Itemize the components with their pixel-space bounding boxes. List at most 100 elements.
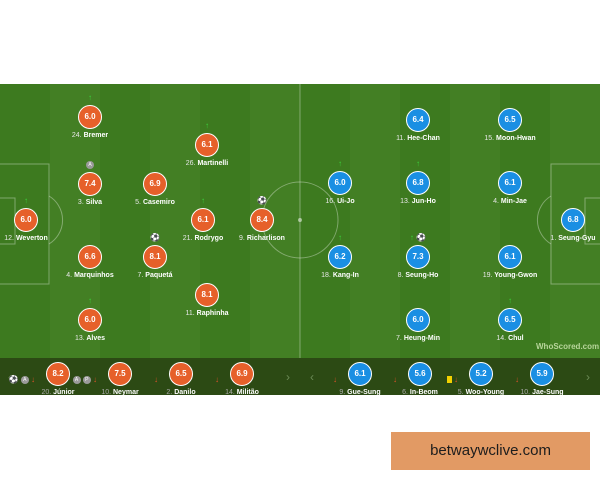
shirt-number: 21.	[182, 235, 193, 242]
event-icons: ↑	[373, 159, 463, 169]
korea-player[interactable]: 6.5 15. Moon-Hwan	[465, 108, 555, 142]
shirt-number: 3.	[77, 199, 84, 206]
shirt-number: 26.	[185, 160, 196, 167]
event-icons: ↑	[162, 121, 252, 131]
captain-icon: A	[86, 160, 94, 169]
korea-substitute[interactable]: ↓ 5.6 6. In-Beom	[375, 362, 465, 396]
korea-player[interactable]: 6.8 1. Seung-Gyu	[528, 208, 600, 242]
korea-substitute[interactable]: ↓ 5.2 5. Woo-Young	[436, 362, 526, 396]
player-name: 14. Chul	[465, 335, 555, 342]
shirt-number: 14.	[496, 335, 507, 342]
sub-out-icon: ↓	[31, 375, 35, 384]
player-name: 9. Gue-Sung	[315, 389, 405, 396]
brazil-substitute[interactable]: ↓ 6.5 2. Danilo	[136, 362, 226, 396]
pitch-lines	[0, 84, 600, 358]
korea-substitute[interactable]: ↓ 5.9 10. Jae-Sung	[497, 362, 587, 396]
goal-icon: ⚽	[8, 375, 19, 384]
brazil-player[interactable]: A 7.4 3. Silva	[45, 160, 135, 206]
sub-in-icon: ↑	[508, 296, 512, 305]
player-surname: Gue-Sung	[347, 389, 381, 396]
brazil-bench-next-button[interactable]: ›	[286, 370, 290, 384]
brazil-player[interactable]: 8.1 11. Raphinha	[162, 283, 252, 317]
player-name: 10. Neymar	[75, 389, 165, 396]
rating-badge: 6.9	[230, 362, 254, 386]
brazil-substitute[interactable]: ↓ 6.9 14. Militão	[197, 362, 287, 396]
player-name: 2. Danilo	[136, 389, 226, 396]
rating-badge: 6.0	[328, 171, 352, 195]
korea-player[interactable]: ↑ 6.0 16. Ui-Jo	[295, 159, 385, 205]
korea-bench-prev-button[interactable]: ‹	[310, 370, 314, 384]
shirt-number: 13.	[74, 335, 85, 342]
player-surname: Martinelli	[197, 160, 229, 167]
brazil-bench-prev-button[interactable]: ‹	[8, 370, 12, 384]
player-surname: Jae-Sung	[532, 389, 564, 396]
player-surname: Young-Gwon	[494, 272, 538, 279]
event-icons	[465, 233, 555, 243]
brazil-player[interactable]: ↑ 6.0 13. Alves	[45, 296, 135, 342]
korea-player[interactable]: ↑ 6.2 18. Kang-In	[295, 233, 385, 279]
penalty-icon: P	[82, 375, 91, 384]
rating-badge: 7.3	[406, 245, 430, 269]
rating-badge: 6.1	[195, 133, 219, 157]
shirt-number: 10.	[101, 389, 112, 396]
rating-badge: 6.4	[406, 108, 430, 132]
player-surname: Júnior	[53, 389, 75, 396]
brazil-player[interactable]: ↑ 6.1 21. Rodrygo	[158, 196, 248, 242]
event-icons: ↓	[459, 375, 519, 385]
brazil-player[interactable]: 6.6 4. Marquinhos	[45, 245, 135, 279]
player-name: 4. Min-Jae	[465, 198, 555, 205]
korea-substitute[interactable]: ↓ 6.1 9. Gue-Sung	[315, 362, 405, 396]
shirt-number: 9.	[339, 389, 346, 396]
sub-in-icon: ↑	[201, 196, 205, 205]
event-icons	[162, 271, 252, 281]
sub-in-icon: ↑	[338, 233, 342, 242]
rating-badge: 8.1	[195, 283, 219, 307]
korea-player[interactable]: ↑ 6.8 13. Jun-Ho	[373, 159, 463, 205]
event-icons: A P ↓	[37, 375, 97, 385]
korea-player[interactable]: 6.0 7. Heung-Min	[373, 308, 463, 342]
sub-in-icon: ↑	[88, 296, 92, 305]
player-surname: Hee-Chan	[407, 135, 440, 142]
brazil-player[interactable]: ↑ 6.1 26. Martinelli	[162, 121, 252, 167]
brazil-player[interactable]: ⚽ 8.4 9. Richarlison	[217, 196, 307, 242]
ad-banner[interactable]: betwaywclive.com	[391, 432, 590, 470]
rating-badge: 6.6	[78, 245, 102, 269]
player-name: 4. Marquinhos	[45, 272, 135, 279]
player-name: 11. Raphinha	[162, 310, 252, 317]
shirt-number: 11.	[185, 310, 195, 317]
korea-player[interactable]: 6.4 11. Hee-Chan	[373, 108, 463, 142]
player-name: 16. Ui-Jo	[295, 198, 385, 205]
shirt-number: 4.	[493, 198, 499, 205]
shirt-number: 4.	[66, 272, 73, 279]
event-icons	[528, 196, 600, 206]
rating-badge: 6.2	[328, 245, 352, 269]
korea-bench-next-button[interactable]: ›	[586, 370, 590, 384]
sub-in-icon: ↑	[24, 196, 28, 205]
brazil-player[interactable]: 6.9 5. Casemiro	[110, 172, 200, 206]
player-surname: Seung-Gyu	[558, 235, 596, 242]
brazil-substitute[interactable]: ⚽ A ↓ 8.2 20. Júnior	[9, 362, 103, 396]
brazil-player[interactable]: ⚽ 8.1 7. Paquetá	[110, 233, 200, 279]
event-icons: ↑	[45, 93, 135, 103]
player-surname: Danilo	[174, 389, 196, 396]
rating-badge: 5.9	[530, 362, 554, 386]
korea-player[interactable]: ↑ 6.5 14. Chul	[465, 296, 555, 342]
rating-badge: 6.8	[406, 171, 430, 195]
rating-badge: 6.0	[406, 308, 430, 332]
rating-badge: 5.6	[408, 362, 432, 386]
yellow-card-icon	[446, 376, 452, 384]
brazil-player[interactable]: ↑ 6.0 12. Weverton	[0, 196, 71, 242]
player-name: 8. Seung-Ho	[373, 272, 463, 279]
player-surname: Heung-Min	[403, 335, 440, 342]
player-name: 9. Richarlison	[217, 235, 307, 242]
player-surname: Seung-Ho	[405, 272, 439, 279]
brazil-player[interactable]: ↑ 6.0 24. Bremer	[45, 93, 135, 139]
korea-player[interactable]: 6.1 4. Min-Jae	[465, 171, 555, 205]
shirt-number: 18.	[321, 272, 331, 279]
brazil-substitute[interactable]: A P ↓ 7.5 10. Neymar	[72, 362, 165, 396]
player-name: 5. Casemiro	[110, 199, 200, 206]
assist-icon: A	[72, 375, 81, 384]
player-surname: Chul	[508, 335, 524, 342]
korea-player[interactable]: ↑ ⚽ 7.3 8. Seung-Ho	[373, 233, 463, 279]
korea-player[interactable]: 6.1 19. Young-Gwon	[465, 245, 555, 279]
